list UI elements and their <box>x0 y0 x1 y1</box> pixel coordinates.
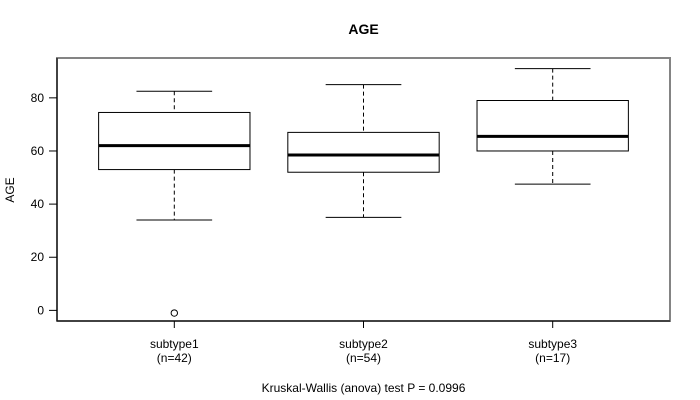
y-tick-label: 80 <box>31 91 45 105</box>
y-axis-label: AGE <box>3 177 17 203</box>
x-count-label: (n=42) <box>157 351 192 365</box>
chart-title: AGE <box>348 21 379 37</box>
x-count-label: (n=54) <box>346 351 381 365</box>
boxplot-subtype2 <box>287 84 440 218</box>
iqr-box <box>476 100 629 152</box>
outlier-point <box>170 309 179 317</box>
y-tick-label: 0 <box>37 303 44 317</box>
iqr-box <box>287 131 440 173</box>
y-tick-label: 40 <box>31 197 45 211</box>
kruskal-wallis-caption: Kruskal-Wallis (anova) test P = 0.0996 <box>261 381 466 395</box>
boxplot-subtype1 <box>98 90 251 317</box>
y-tick-label: 20 <box>31 250 45 264</box>
x-category-label: subtype2 <box>339 337 388 351</box>
x-category-label: subtype1 <box>150 337 199 351</box>
x-count-label: (n=17) <box>535 351 570 365</box>
x-category-label: subtype3 <box>528 337 577 351</box>
iqr-box <box>98 111 251 171</box>
boxplot-subtype3 <box>476 68 629 185</box>
y-tick-label: 60 <box>31 144 45 158</box>
